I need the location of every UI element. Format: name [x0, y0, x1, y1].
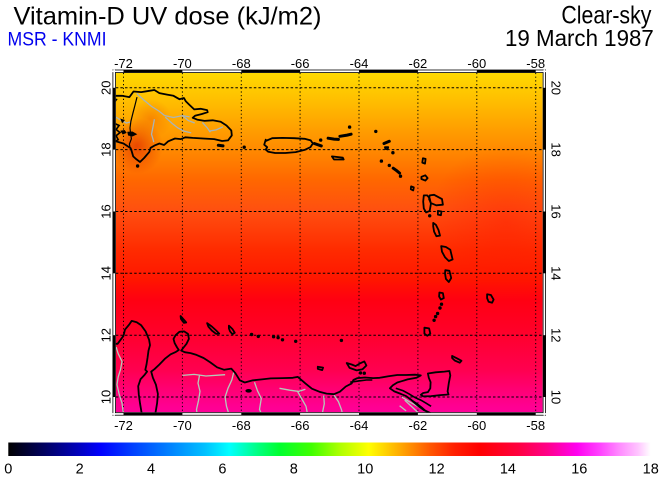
svg-text:-70: -70 [173, 418, 192, 433]
svg-text:-72: -72 [114, 56, 133, 71]
svg-text:-60: -60 [467, 418, 486, 433]
svg-text:16: 16 [571, 462, 587, 478]
svg-text:8: 8 [290, 462, 298, 478]
svg-text:-70: -70 [173, 56, 192, 71]
svg-text:12: 12 [429, 462, 445, 478]
svg-text:MSR - KNMI: MSR - KNMI [8, 30, 107, 51]
svg-text:-68: -68 [232, 56, 251, 71]
svg-text:Clear-sky: Clear-sky [561, 2, 651, 30]
svg-text:-60: -60 [467, 56, 486, 71]
svg-text:20: 20 [99, 81, 114, 95]
svg-text:16: 16 [549, 204, 564, 218]
svg-text:10: 10 [99, 390, 114, 404]
svg-text:-72: -72 [114, 418, 133, 433]
svg-text:10: 10 [549, 390, 564, 404]
svg-text:4: 4 [147, 462, 155, 478]
svg-text:-66: -66 [291, 56, 310, 71]
svg-text:-62: -62 [409, 418, 428, 433]
svg-text:12: 12 [549, 328, 564, 342]
svg-text:-64: -64 [350, 56, 369, 71]
svg-text:14: 14 [99, 266, 114, 280]
svg-text:-66: -66 [291, 418, 310, 433]
svg-text:12: 12 [99, 328, 114, 342]
svg-text:19 March 1987: 19 March 1987 [505, 25, 654, 51]
svg-text:18: 18 [549, 142, 564, 156]
svg-text:14: 14 [500, 462, 516, 478]
svg-text:-62: -62 [409, 56, 428, 71]
svg-text:0: 0 [4, 462, 12, 478]
svg-text:10: 10 [357, 462, 373, 478]
svg-text:6: 6 [218, 462, 226, 478]
svg-text:14: 14 [549, 266, 564, 280]
svg-text:16: 16 [99, 204, 114, 218]
svg-text:-64: -64 [350, 418, 369, 433]
svg-text:20: 20 [549, 81, 564, 95]
svg-text:2: 2 [76, 462, 84, 478]
svg-text:Vitamin-D UV dose (kJ/m2): Vitamin-D UV dose (kJ/m2) [14, 2, 322, 30]
svg-text:18: 18 [643, 462, 659, 478]
svg-text:-68: -68 [232, 418, 251, 433]
svg-text:-58: -58 [526, 418, 545, 433]
svg-text:18: 18 [99, 142, 114, 156]
svg-text:-58: -58 [526, 56, 545, 71]
